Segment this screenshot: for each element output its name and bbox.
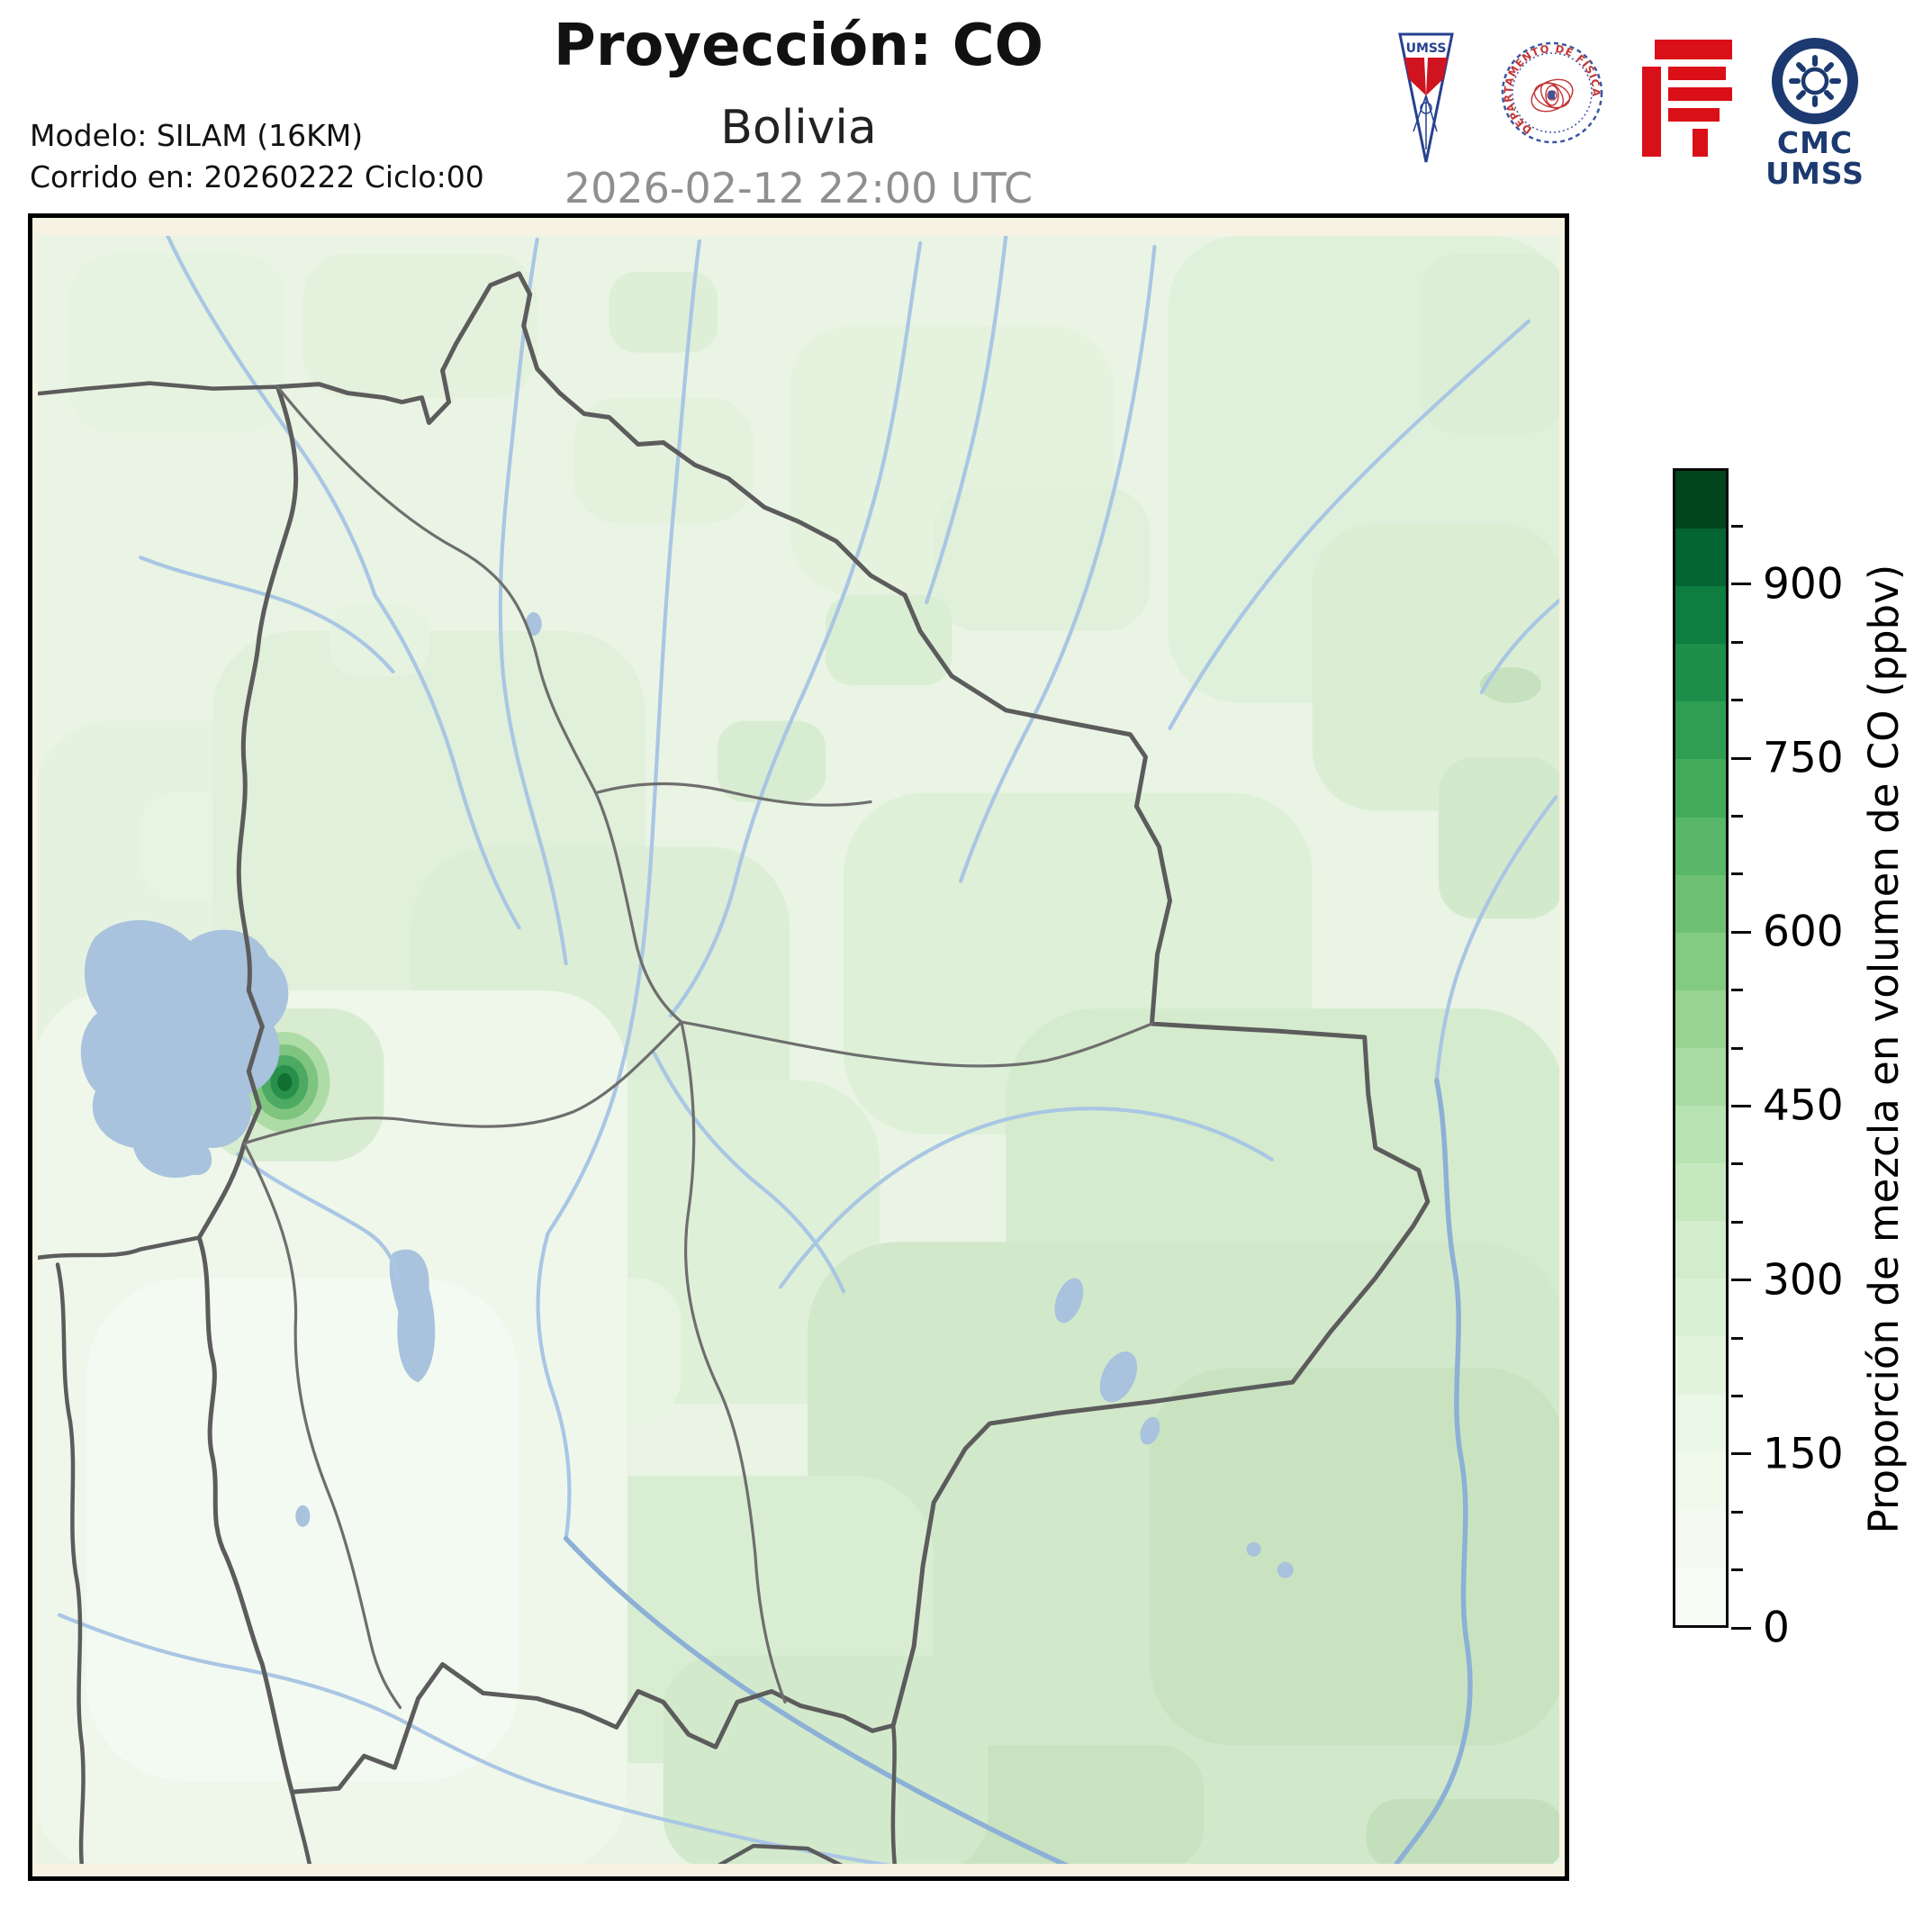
river-pilcomayo [563,1536,1088,1876]
model-name: Modelo: SILAM (16KM) [30,118,364,153]
colorbar-minor-tick [1731,640,1743,644]
colorbar-tick-label: 600 [1763,907,1844,957]
colorbar-minor-tick [1731,1046,1743,1050]
river-paraguay [1386,1078,1473,1876]
colorbar-minor-tick [1731,1394,1743,1397]
colorbar-minor-tick [1731,989,1743,992]
map-margin-strips [32,218,1565,1876]
colorbar-segment [1675,586,1726,645]
map-panel [28,213,1569,1881]
colorbar-tick-label: 750 [1763,733,1844,783]
page-title: Proyección: CO [553,13,1044,79]
colorbar-major-tick [1731,1104,1751,1107]
colorbar-minor-tick [1731,1336,1743,1340]
colorbar-minor-tick [1731,699,1743,702]
lakes [80,612,1294,1578]
colorbar-tick-label: 0 [1763,1603,1790,1653]
colorbar-axis-label: Proporción de mezcla en volumen de CO (p… [1860,564,1908,1534]
colorbar-major-tick [1731,756,1751,760]
bolivia-map [32,218,1565,1876]
colorbar [1673,468,1729,1628]
colorbar-segment [1675,701,1726,760]
colorbar-tick-label: 900 [1763,559,1844,610]
colorbar-segment [1675,1163,1726,1222]
colorbar-segment [1675,471,1726,529]
colorbar-segment [1675,1567,1726,1625]
colorbar-segment [1675,874,1726,933]
department-borders [242,384,1154,1710]
colorbar-segment [1675,1451,1726,1510]
colorbar-tick-label: 300 [1763,1255,1844,1306]
region-subtitle: Bolivia [720,101,877,155]
cmc-label-line1: CMC [1776,125,1854,160]
bolivia-border [196,271,1431,1794]
colorbar-minor-tick [1731,1568,1743,1572]
colorbar-minor-tick [1731,1162,1743,1166]
cmc-label-line2: UMSS [1765,156,1864,191]
colorbar-segment [1675,1221,1726,1279]
lake-poopo [389,1249,436,1383]
umss-pennant-label: UMSS [1406,41,1447,56]
colorbar-segment [1675,1394,1726,1452]
colorbar-segment [1675,1336,1726,1395]
colorbar-major-tick [1731,583,1751,586]
colorbar-tick-label: 450 [1763,1080,1844,1131]
colorbar-minor-tick [1731,814,1743,818]
model-run: Corrido en: 20260222 Ciclo:00 [30,158,484,194]
colorbar-major-tick [1731,1279,1751,1282]
forecast-datetime: 2026-02-12 22:00 UTC [564,164,1034,212]
colorbar-minor-tick [1731,524,1743,528]
colorbar-segment [1675,932,1726,990]
colorbar-segment [1675,644,1726,702]
colorbar-segment [1675,1106,1726,1164]
colorbar-segment [1675,759,1726,818]
model-info: Modelo: SILAM (16KM) Corrido en: 2026022… [30,115,484,197]
fisica-seal-icon: DEPARTAMENTO DE FÍSICA [1499,40,1605,149]
colorbar-major-tick [1731,930,1751,934]
colorbar-major-tick [1731,1626,1751,1630]
lake-titicaca [80,919,289,1179]
fcyt-logo-icon [1642,40,1732,160]
colorbar-minor-tick [1731,872,1743,876]
colorbar-segment [1675,817,1726,875]
colorbar-tick-label: 150 [1763,1429,1844,1479]
rivers [57,233,1563,1876]
colorbar-segment [1675,1047,1726,1107]
pacific-coastline [55,1262,86,1876]
colorbar-segment [1675,529,1726,587]
colorbar-segment [1675,1279,1726,1337]
colorbar-segment [1675,1509,1726,1568]
umss-pennant-icon: UMSS [1397,32,1455,169]
colorbar-major-tick [1731,1452,1751,1456]
cmc-roundel-icon [1772,36,1858,130]
major-rivers [563,1078,1473,1876]
colorbar-segment [1675,990,1726,1048]
colorbar-minor-tick [1731,1220,1743,1224]
colorbar-minor-tick [1731,1510,1743,1514]
